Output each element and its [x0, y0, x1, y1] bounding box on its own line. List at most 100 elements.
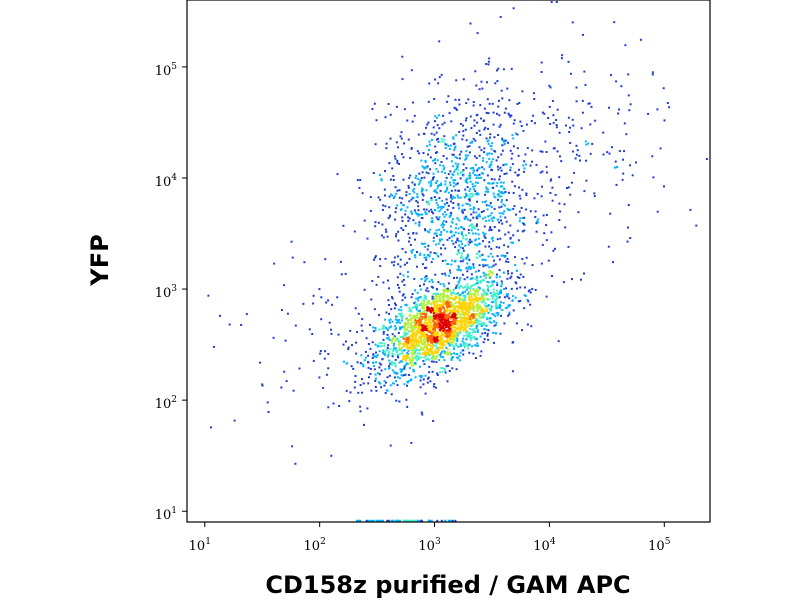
y-axis-title: YFP: [86, 234, 114, 286]
event-dot: [438, 197, 441, 200]
event-dot: [485, 316, 488, 319]
event-dot: [395, 399, 398, 402]
event-dot: [480, 172, 483, 175]
event-dot: [436, 124, 439, 127]
event-dot: [413, 325, 415, 328]
event-dot: [476, 300, 479, 303]
event-dot: [487, 304, 490, 307]
event-dot: [388, 351, 391, 354]
event-dot: [458, 316, 461, 319]
event-dot: [507, 191, 510, 194]
event-dot: [518, 168, 520, 171]
event-dot: [476, 320, 479, 322]
event-dot: [474, 163, 477, 166]
event-dot: [426, 287, 429, 290]
event-dot: [454, 326, 457, 329]
event-dot: [390, 193, 392, 196]
event-dot: [477, 208, 480, 211]
event-dot: [479, 287, 481, 290]
event-dot: [572, 150, 574, 153]
event-dot: [437, 137, 440, 140]
event-dot: [453, 306, 456, 308]
event-dot: [530, 325, 533, 328]
event-dot: [512, 122, 515, 125]
event-dot: [416, 316, 419, 319]
event-dot: [479, 275, 482, 278]
event-dot: [426, 123, 429, 126]
event-dot: [422, 327, 425, 329]
event-dot: [338, 405, 341, 407]
event-dot: [479, 281, 482, 284]
event-dot: [505, 172, 508, 175]
event-dot: [374, 329, 377, 332]
event-dot: [496, 255, 499, 258]
event-dot: [511, 370, 514, 373]
event-dot: [415, 345, 417, 348]
event-dot: [499, 237, 502, 240]
event-dot: [433, 299, 436, 301]
event-dot: [491, 142, 494, 145]
event-dot: [400, 309, 403, 312]
event-dot: [422, 299, 425, 302]
event-dot: [481, 323, 484, 326]
event-dot: [457, 227, 460, 230]
event-dot: [431, 297, 434, 300]
event-dot: [424, 245, 427, 248]
event-dot: [606, 151, 609, 154]
event-dot: [499, 166, 502, 169]
event-dot: [441, 330, 444, 333]
event-dot: [474, 295, 476, 298]
event-dot: [406, 405, 409, 408]
event-dot: [286, 312, 289, 315]
event-dot: [359, 362, 362, 365]
event-dot: [450, 292, 453, 295]
event-dot: [464, 296, 467, 298]
event-dot: [501, 144, 504, 147]
event-dot: [375, 351, 377, 354]
event-dot: [485, 137, 488, 140]
event-dot: [380, 363, 383, 366]
event-dot: [418, 324, 421, 326]
event-dot: [446, 305, 448, 308]
event-dot: [492, 301, 494, 304]
event-dot: [435, 332, 437, 335]
event-dot: [500, 285, 503, 288]
event-dot: [403, 321, 406, 324]
event-dot: [479, 313, 482, 316]
event-dot: [494, 300, 497, 303]
event-dot: [452, 202, 455, 204]
event-dot: [410, 250, 413, 253]
event-dot: [401, 153, 403, 156]
event-dot: [463, 208, 466, 211]
event-dot: [431, 295, 434, 298]
event-dot: [514, 132, 517, 135]
event-dot: [483, 338, 486, 341]
event-dot: [462, 306, 465, 309]
event-dot: [469, 289, 472, 292]
event-dot: [518, 101, 521, 104]
event-dot: [471, 307, 474, 310]
event-dot: [425, 313, 428, 316]
event-dot: [460, 298, 463, 301]
event-dot: [488, 182, 491, 185]
event-dot: [498, 229, 500, 232]
event-dot: [565, 124, 567, 127]
event-dot: [436, 180, 439, 182]
event-dot: [405, 191, 408, 194]
event-dot: [474, 300, 477, 303]
event-dot: [452, 174, 455, 176]
y-tick-label: 104: [155, 173, 178, 190]
event-dot: [501, 190, 504, 193]
event-dot: [488, 157, 491, 160]
event-dot: [478, 242, 481, 245]
event-dot: [425, 258, 428, 261]
event-dot: [440, 339, 443, 342]
event-dot: [430, 519, 433, 522]
event-dot: [482, 210, 485, 213]
event-dot: [418, 313, 421, 315]
event-dot: [383, 384, 386, 387]
event-dot: [462, 326, 465, 329]
event-dot: [401, 336, 404, 339]
event-dot: [433, 323, 436, 326]
event-dot: [464, 154, 467, 157]
